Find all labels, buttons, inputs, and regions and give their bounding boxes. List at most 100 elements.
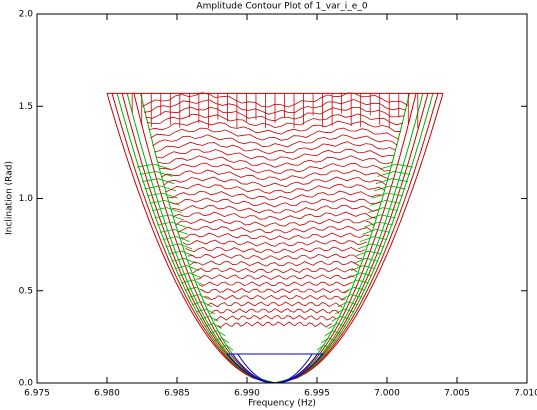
x-tick-label: 7.000 [374, 389, 400, 399]
contour-line [151, 207, 182, 214]
contour-line [331, 315, 350, 322]
contour-line [274, 93, 429, 384]
contour-line [324, 330, 341, 337]
contour-line [121, 93, 276, 384]
y-tick-label: 0.0 [19, 379, 34, 389]
y-tick-label: 0.5 [19, 286, 33, 296]
contour-line [198, 281, 352, 287]
contour-line [165, 243, 193, 250]
contour-line [159, 228, 188, 235]
contour-line [355, 250, 382, 257]
plot-frame [36, 13, 528, 384]
contour-line [180, 232, 370, 241]
contour-line [274, 93, 417, 384]
contour-line [157, 155, 393, 168]
contour-line [137, 163, 171, 170]
contour-line [154, 141, 396, 155]
x-tick-label: 6.985 [164, 389, 190, 399]
contour-line [174, 265, 200, 271]
contour-boundary [274, 93, 444, 384]
y-axis-label: Inclination (Rad) [5, 161, 15, 235]
contour-line [219, 344, 234, 351]
contour-line [217, 321, 333, 328]
contour-line [204, 294, 346, 301]
contour-line [364, 221, 393, 228]
contour-line [173, 211, 377, 221]
x-tick-label: 6.980 [94, 389, 120, 399]
contour-line [328, 323, 346, 329]
contour-line [373, 185, 406, 192]
contour-line [161, 169, 389, 181]
contour-line [178, 225, 372, 234]
contour-line [201, 288, 349, 294]
contour-line [171, 204, 379, 214]
x-tick-label: 7.005 [444, 389, 470, 399]
y-tick-label: 1.0 [19, 194, 34, 204]
contour-line [274, 93, 439, 384]
contour-line [209, 330, 226, 337]
chart-title: Amplitude Contour Plot of 1_var_i_e_0 [196, 2, 367, 12]
x-tick-label: 6.995 [304, 389, 330, 399]
contour-line [359, 236, 388, 242]
contour-line [111, 93, 276, 384]
contour-line [379, 163, 413, 170]
contour-line [167, 190, 383, 201]
contour-line [171, 257, 197, 264]
contour-line [192, 267, 358, 274]
contour-line [343, 286, 366, 293]
contour-line [152, 134, 398, 148]
contour-line [357, 243, 385, 250]
contour-line [146, 192, 178, 199]
contours [106, 92, 444, 384]
contour-line [195, 274, 355, 280]
contour-line [168, 250, 195, 257]
contour-line [226, 353, 324, 384]
contour-line [274, 93, 410, 384]
contour-line [187, 253, 363, 261]
contour-line [162, 236, 191, 242]
contour-line [133, 93, 276, 384]
y-tick-label: 2.0 [19, 10, 34, 20]
contour-line [377, 171, 411, 177]
contour-line [139, 171, 173, 177]
contour-line [175, 218, 375, 227]
contour-line [214, 314, 336, 321]
contour-line [159, 162, 391, 174]
contour-line [214, 337, 230, 344]
contour-line [116, 93, 276, 384]
contour-line [154, 214, 184, 221]
contour-line [141, 178, 175, 185]
contour-line [190, 260, 360, 267]
x-axis-label: Frequency (Hz) [248, 399, 316, 409]
contour-line [353, 257, 379, 264]
contour-line [163, 176, 387, 188]
contour-line [274, 93, 434, 384]
contour-line [200, 315, 219, 322]
contour-line [207, 301, 343, 308]
contour-line [182, 239, 368, 247]
contour-line [350, 265, 376, 271]
x-tick-label: 6.975 [24, 389, 50, 399]
contour-line [231, 353, 319, 384]
contour-line [169, 197, 381, 208]
contour-line [337, 301, 359, 308]
contour-line [362, 228, 391, 235]
contour-line [204, 323, 222, 329]
contour-line [156, 148, 394, 161]
contour-line [210, 308, 340, 315]
y-tick-label: 1.5 [19, 102, 33, 112]
contour-line [340, 294, 362, 300]
contour-line [150, 127, 400, 141]
contour-line [366, 214, 396, 221]
contour-line [147, 113, 403, 129]
x-tick-label: 6.990 [234, 389, 260, 399]
contour-line [191, 301, 213, 308]
contour-line [140, 93, 276, 384]
contour-line [144, 185, 177, 192]
contour-line [157, 221, 186, 228]
x-tick-label: 7.010 [514, 389, 537, 399]
contour-boundary [106, 93, 276, 384]
contour-line [372, 192, 404, 199]
contour-line [148, 120, 402, 135]
contour-line [181, 279, 205, 286]
